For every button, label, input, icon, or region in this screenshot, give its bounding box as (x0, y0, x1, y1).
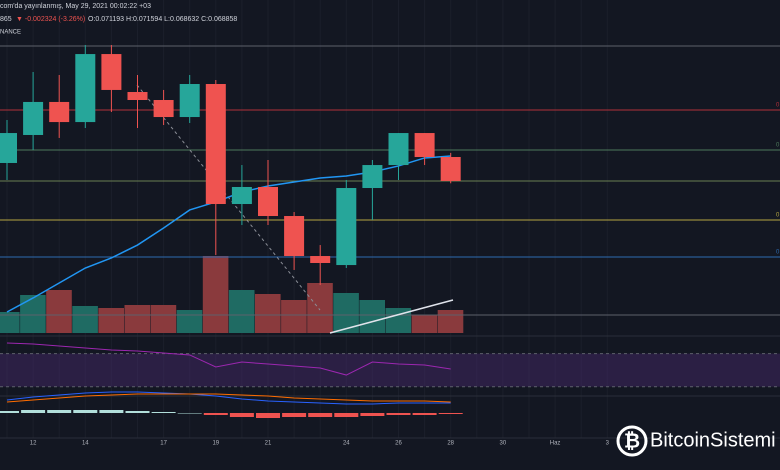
macd-histogram-bar (151, 412, 176, 413)
volume-bar (411, 315, 438, 333)
macd-histogram-bar (282, 413, 307, 417)
candle-body (101, 54, 122, 90)
macd-histogram-bar (177, 413, 202, 414)
candle-body (284, 216, 305, 257)
candle-body (310, 256, 331, 263)
macd-histogram-bar (412, 413, 437, 415)
x-tick-label: 28 (447, 441, 454, 447)
candle-body (75, 54, 96, 123)
level-label: 0 (776, 213, 780, 219)
signal-line (6, 393, 451, 403)
macd-histogram-bar (203, 413, 228, 415)
volume-bar (98, 308, 124, 333)
candle-body (127, 92, 148, 101)
x-tick-label: 19 (212, 441, 219, 447)
macd-histogram-bar (125, 411, 150, 413)
volume-bar (359, 300, 385, 333)
level-label: 0 (776, 143, 780, 149)
candle-body (23, 101, 44, 135)
macd-pane (0, 391, 463, 418)
x-tick-label: 14 (82, 441, 89, 447)
macd-histogram-bar (0, 411, 19, 413)
header-exchange: NANCE (0, 30, 21, 36)
x-tick-label: 24 (343, 441, 350, 447)
header-ohlc: O:0.071193 H:0.071594 L:0.068632 C:0.068… (88, 16, 237, 23)
level-label: 0 (776, 103, 780, 109)
candle-body (388, 133, 409, 166)
volume-bar (228, 290, 255, 333)
macd-histogram-bar (99, 410, 124, 413)
header-published: com'da yayınlanmış, May 29, 2021 00:02:2… (0, 3, 151, 10)
candle-body (231, 186, 252, 205)
x-tick-label: 12 (30, 441, 37, 447)
header-change: ▼ -0.002324 (-3.26%) (16, 16, 85, 23)
macd-histogram-bar (47, 410, 72, 413)
levels: 0 0 0 0 (0, 45, 780, 316)
x-tick-label: 26 (395, 441, 402, 447)
volume-bar (437, 310, 464, 333)
watermark-logo: ₿ BitcoinSistemi (616, 425, 776, 457)
x-axis: 12 14 17 19 21 24 26 28 30 Haz 3 (30, 441, 610, 447)
candle-body (440, 157, 461, 181)
macd-histogram-bar (386, 413, 411, 415)
x-tick-label: 17 (160, 441, 167, 447)
x-tick-label: 21 (265, 441, 272, 447)
rsi-band (0, 353, 780, 387)
candle-body (414, 133, 435, 158)
candle-body (153, 100, 174, 118)
volume-bar (150, 305, 177, 333)
volume-bar (72, 306, 98, 333)
x-tick-label: 30 (500, 441, 507, 447)
volume-bar (255, 294, 281, 333)
volume-bar (202, 256, 229, 333)
macd-histogram-bar (334, 413, 359, 417)
candle-body (179, 84, 200, 118)
drawing-trend-line (329, 299, 454, 334)
rsi-pane (0, 342, 780, 388)
candle-body (0, 133, 17, 163)
macd-histogram-bar (256, 413, 280, 418)
macd-histogram-bar (438, 413, 463, 414)
volume-bar (20, 295, 46, 333)
rsi-line (6, 342, 451, 376)
candle-body (362, 165, 383, 189)
header-price: 865 (0, 16, 12, 23)
macd-histogram-bar (73, 410, 98, 413)
candle-body (49, 101, 70, 123)
x-tick-label: Haz (550, 441, 561, 447)
macd-line (6, 391, 451, 405)
volume-bar (176, 310, 203, 333)
candle-body (258, 186, 278, 217)
logo-ring (616, 425, 648, 457)
watermark-text: BitcoinSistemi (650, 429, 776, 451)
volume-bar (307, 283, 333, 333)
volume-bar (281, 300, 307, 333)
price-pane (0, 45, 461, 313)
volume-bar (124, 305, 151, 333)
logo-icon: ₿ (624, 430, 640, 452)
macd-histogram-bar (360, 413, 385, 416)
candle-body (336, 188, 357, 266)
macd-histogram-bar (229, 413, 254, 417)
x-tick-label: 3 (606, 441, 610, 447)
candle-body (205, 84, 226, 205)
volume-bar (46, 290, 72, 333)
macd-histogram-bar (308, 413, 333, 417)
macd-histogram-bar (21, 410, 46, 413)
level-label: 0 (776, 250, 780, 256)
volume-bar (0, 312, 20, 333)
